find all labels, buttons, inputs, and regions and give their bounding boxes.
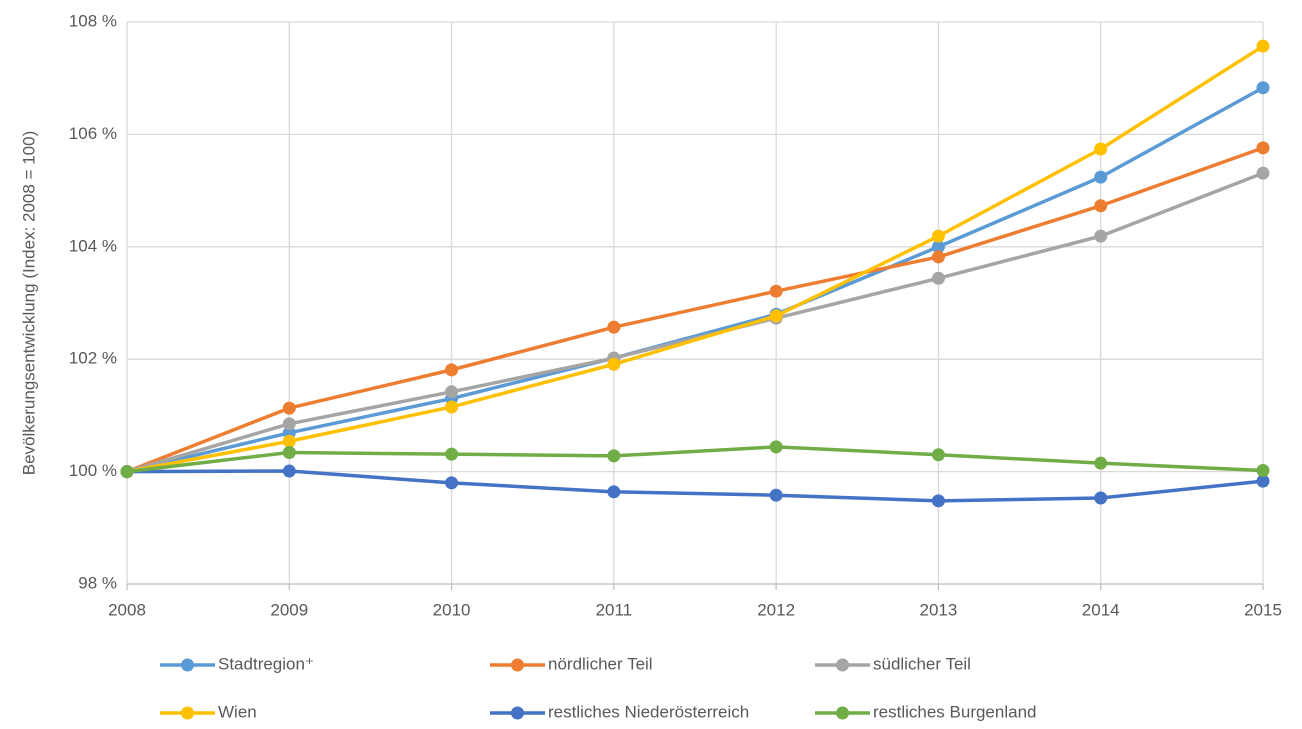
legend-marker — [511, 706, 524, 720]
data-point — [1094, 199, 1108, 213]
series-line — [126, 86, 1264, 474]
series-line — [126, 171, 1264, 474]
data-point — [1256, 141, 1270, 155]
data-point — [931, 494, 945, 508]
legend-label: restliches Niederösterreich — [548, 702, 749, 721]
data-point — [445, 476, 459, 490]
data-point — [445, 447, 459, 461]
data-point — [1094, 491, 1108, 505]
x-tick-label: 2013 — [920, 600, 958, 619]
data-point — [1256, 474, 1270, 488]
y-tick-label: 104 % — [69, 236, 117, 255]
y-tick-label: 108 % — [69, 11, 117, 30]
legend-label: Wien — [218, 702, 257, 721]
data-point — [607, 357, 621, 371]
series-line — [126, 469, 1264, 503]
y-tick-label: 102 % — [69, 349, 117, 368]
data-point — [1094, 142, 1108, 156]
legend-marker — [181, 658, 194, 672]
data-point — [769, 488, 783, 502]
data-point — [1256, 39, 1270, 53]
data-point — [931, 250, 945, 264]
y-tick-label: 106 % — [69, 124, 117, 143]
legend-label: nördlicher Teil — [548, 654, 653, 673]
x-tick-label: 2008 — [108, 600, 146, 619]
x-tick-label: 2011 — [596, 600, 633, 619]
x-tick-label: 2012 — [757, 600, 795, 619]
data-point — [1256, 81, 1270, 95]
data-point — [769, 440, 783, 454]
data-point — [931, 240, 945, 254]
x-tick-label: 2010 — [433, 600, 471, 619]
legend-label: restliches Burgenland — [873, 702, 1036, 721]
data-point — [931, 229, 945, 243]
series-line — [126, 44, 1264, 474]
data-point — [607, 485, 621, 499]
x-tick-label: 2014 — [1082, 600, 1120, 619]
data-point — [282, 445, 296, 459]
data-point — [120, 465, 134, 479]
data-point — [1256, 166, 1270, 180]
data-point — [1256, 463, 1270, 477]
x-tick-label: 2015 — [1244, 600, 1282, 619]
x-tick-label: 2009 — [270, 600, 308, 619]
data-point — [282, 401, 296, 415]
data-point — [607, 320, 621, 334]
series-line — [126, 445, 1264, 474]
data-point — [931, 271, 945, 285]
legend-marker — [836, 658, 849, 672]
legend-marker — [511, 658, 524, 672]
data-point — [931, 448, 945, 462]
data-point — [1094, 456, 1108, 470]
data-point — [607, 449, 621, 463]
y-tick-label: 98 % — [78, 573, 117, 592]
series-line — [126, 146, 1264, 474]
legend-label: südlicher Teil — [873, 654, 971, 673]
legend-marker — [836, 706, 849, 720]
y-tick-label: 100 % — [69, 461, 117, 480]
data-point — [445, 400, 459, 414]
data-point — [769, 284, 783, 298]
data-point — [282, 434, 296, 448]
data-point — [445, 385, 459, 399]
data-point — [1094, 229, 1108, 243]
data-point — [282, 417, 296, 431]
data-point — [282, 464, 296, 478]
data-point — [445, 363, 459, 377]
legend-label: Stadtregion⁺ — [218, 654, 314, 673]
legend-marker — [181, 706, 194, 720]
data-point — [769, 309, 783, 323]
data-point — [1094, 170, 1108, 184]
y-axis-label: Bevölkerungsentwicklung (Index: 2008 = 1… — [19, 131, 38, 475]
